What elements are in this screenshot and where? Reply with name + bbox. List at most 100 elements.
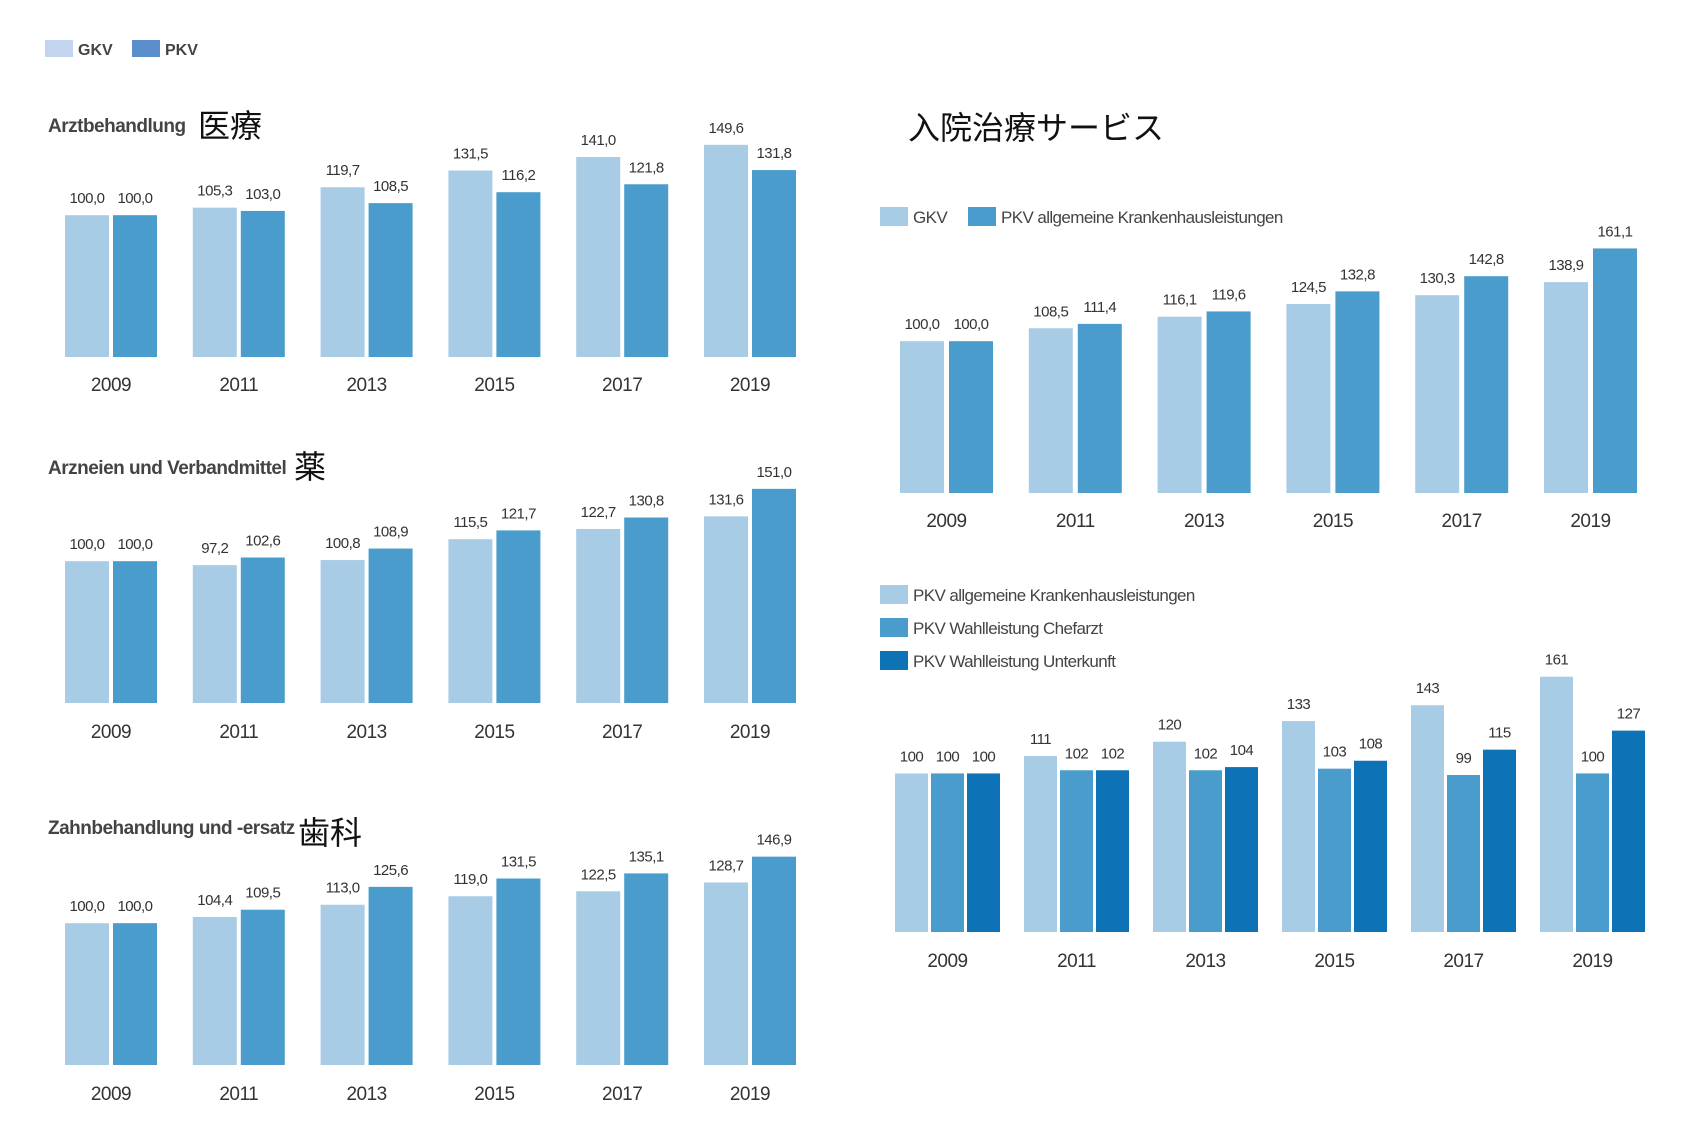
bar bbox=[1335, 291, 1380, 493]
data-label: 100 bbox=[972, 748, 996, 765]
chart-4: 入院治療サービス GKV PKV allgemeine Krankenhauslei… bbox=[880, 109, 1637, 532]
bar bbox=[368, 886, 413, 1065]
category-label: 2015 bbox=[1314, 951, 1354, 972]
category-label: 2017 bbox=[1442, 511, 1482, 532]
data-label: 161,1 bbox=[1597, 223, 1632, 240]
data-label: 97,2 bbox=[201, 540, 228, 557]
data-label: 149,6 bbox=[708, 120, 743, 137]
bar bbox=[1612, 730, 1645, 932]
category-label: 2015 bbox=[474, 1084, 514, 1105]
bar bbox=[576, 157, 621, 357]
bar bbox=[949, 341, 993, 493]
data-label: 131,5 bbox=[501, 854, 536, 871]
category-label: 2015 bbox=[1313, 511, 1353, 532]
data-label: 109,5 bbox=[245, 885, 280, 902]
data-label: 130,3 bbox=[1420, 270, 1455, 287]
bar bbox=[895, 773, 928, 932]
bar bbox=[624, 184, 669, 357]
category-label: 2011 bbox=[1057, 951, 1096, 972]
bar bbox=[967, 773, 1000, 932]
data-label: 104 bbox=[1230, 742, 1254, 759]
legend-label: PKV Wahlleistung Unterkunft bbox=[913, 652, 1116, 671]
data-label: 108,5 bbox=[1033, 303, 1068, 320]
bar bbox=[1411, 705, 1444, 932]
legend-label: PKV bbox=[165, 42, 198, 59]
category-label: 2009 bbox=[926, 511, 966, 532]
category-label: 2009 bbox=[91, 722, 131, 743]
bar bbox=[1464, 276, 1509, 493]
legend-swatch bbox=[880, 585, 908, 604]
data-label: 132,8 bbox=[1340, 266, 1375, 283]
bar bbox=[448, 896, 493, 1065]
bar bbox=[368, 203, 413, 357]
chart-title: Arzneien und Verbandmittel bbox=[48, 458, 286, 479]
bar bbox=[1060, 770, 1093, 932]
data-label: 142,8 bbox=[1469, 251, 1504, 268]
category-label: 2011 bbox=[219, 1084, 258, 1105]
data-label: 127 bbox=[1617, 706, 1641, 723]
category-label: 2019 bbox=[730, 375, 770, 396]
data-label: 100,8 bbox=[325, 535, 360, 552]
category-label: 2013 bbox=[346, 722, 386, 743]
bar bbox=[240, 557, 285, 703]
bar bbox=[1576, 773, 1609, 932]
category-label: 2019 bbox=[730, 1084, 770, 1105]
category-label: 2015 bbox=[474, 722, 514, 743]
chart-title: Zahnbehandlung und -ersatz bbox=[48, 818, 295, 839]
data-label: 100 bbox=[1581, 748, 1605, 765]
bar bbox=[1318, 768, 1351, 932]
category-label: 2009 bbox=[927, 951, 967, 972]
bar bbox=[192, 207, 237, 357]
data-label: 113,0 bbox=[326, 880, 360, 897]
data-label: 131,6 bbox=[708, 491, 743, 508]
category-label: 2013 bbox=[346, 1084, 386, 1105]
category-label: 2009 bbox=[91, 1084, 131, 1105]
bar bbox=[320, 187, 365, 357]
category-label: 2017 bbox=[602, 1084, 642, 1105]
bar bbox=[752, 856, 796, 1065]
data-label: 102 bbox=[1101, 745, 1125, 762]
data-label: 143 bbox=[1416, 680, 1440, 697]
data-label: 100 bbox=[936, 748, 960, 765]
bar bbox=[65, 561, 109, 703]
data-label: 102 bbox=[1065, 745, 1089, 762]
chart-2: Arzneien und Verbandmittel 薬 100,0 100,0 200… bbox=[48, 448, 796, 743]
data-label: 125,6 bbox=[373, 862, 408, 879]
top-legend: GKV PKV bbox=[45, 40, 198, 59]
bar bbox=[931, 773, 964, 932]
bar bbox=[1206, 311, 1251, 493]
category-label: 2019 bbox=[730, 722, 770, 743]
data-label: 100,0 bbox=[953, 316, 988, 333]
chart-annotation: 歯科 bbox=[298, 814, 362, 852]
bar bbox=[1153, 741, 1186, 932]
chart-title: Arztbehandlung bbox=[48, 116, 186, 137]
category-label: 2013 bbox=[1184, 511, 1224, 532]
bar bbox=[240, 909, 285, 1065]
legend-swatch bbox=[132, 40, 160, 57]
chart-1: Arztbehandlung 医療 100,0 100,0 2009 105,3 103,0… bbox=[48, 107, 796, 396]
category-label: 2017 bbox=[1443, 951, 1483, 972]
category-label: 2013 bbox=[346, 375, 386, 396]
data-label: 100,0 bbox=[69, 190, 104, 207]
data-label: 130,8 bbox=[629, 492, 664, 509]
data-label: 108,9 bbox=[373, 524, 408, 541]
data-label: 122,7 bbox=[581, 504, 616, 521]
bar bbox=[752, 488, 796, 703]
bar bbox=[448, 539, 493, 703]
bar bbox=[113, 561, 157, 703]
bar bbox=[576, 528, 621, 703]
bar bbox=[496, 192, 541, 357]
data-label: 105,3 bbox=[197, 183, 232, 200]
bar bbox=[576, 891, 621, 1065]
bar bbox=[752, 170, 796, 357]
data-label: 111 bbox=[1030, 731, 1051, 748]
chart-annotation: 薬 bbox=[294, 448, 326, 486]
legend-label: PKV allgemeine Krankenhausleistungen bbox=[1001, 208, 1283, 227]
data-label: 99 bbox=[1456, 750, 1472, 767]
bar bbox=[192, 565, 237, 703]
category-label: 2009 bbox=[91, 375, 131, 396]
data-label: 141,0 bbox=[581, 132, 616, 149]
data-label: 120 bbox=[1158, 717, 1182, 734]
category-label: 2019 bbox=[1572, 951, 1612, 972]
